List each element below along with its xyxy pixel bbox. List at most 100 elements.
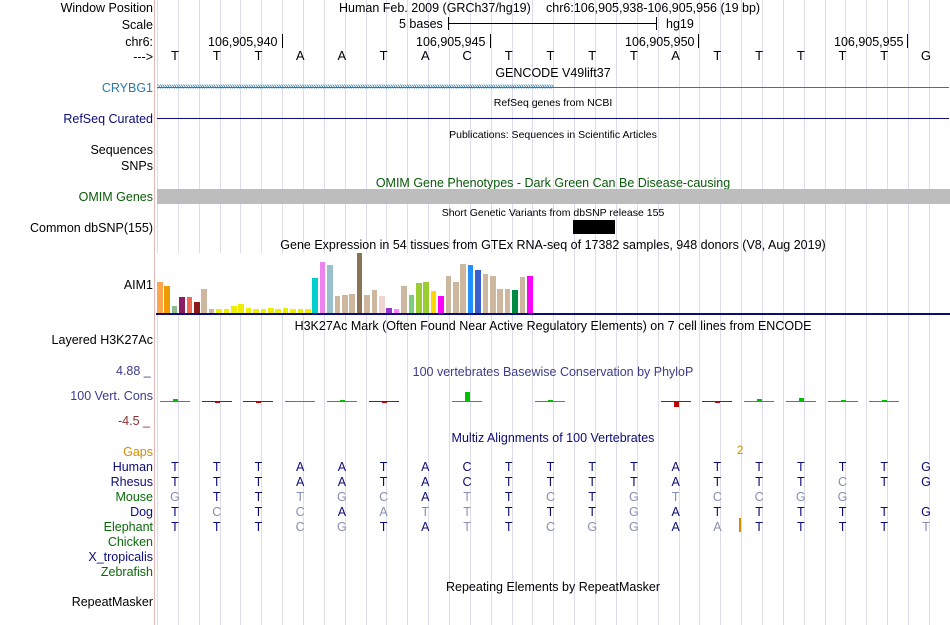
gtex-tissue-bar[interactable] [467, 265, 474, 313]
gtex-tissue-bar[interactable] [253, 309, 259, 313]
gencode-track-title[interactable]: GENCODE V49lift37 [495, 66, 611, 80]
species-label[interactable]: X_tropicalis [88, 550, 153, 564]
gtex-tissue-bar[interactable] [282, 308, 289, 313]
phylop-score-bar[interactable] [339, 400, 345, 402]
species-label[interactable]: Mouse [115, 490, 153, 504]
gtex-tissue-bar[interactable] [475, 270, 481, 313]
gtex-tissue-bar[interactable] [460, 264, 466, 313]
gtex-tissue-bar[interactable] [164, 286, 170, 313]
gtex-tissue-bar[interactable] [268, 308, 274, 313]
gtex-tissue-bar[interactable] [482, 274, 489, 313]
gtex-tissue-bar[interactable] [349, 294, 355, 313]
gtex-tissue-bar[interactable] [327, 265, 333, 313]
phylop-score-bar[interactable] [715, 401, 721, 403]
gtex-tissue-bar[interactable] [334, 296, 341, 313]
phylop-score-bar[interactable] [256, 401, 262, 403]
publications-track-title[interactable]: Publications: Sequences in Scientific Ar… [449, 129, 657, 141]
gaps-label[interactable]: Gaps [123, 445, 153, 459]
gtex-tissue-bar[interactable] [519, 277, 526, 313]
gtex-tissue-bar[interactable] [438, 296, 444, 313]
phylop-score-bar[interactable] [882, 400, 888, 402]
gtex-tissue-bar[interactable] [371, 290, 378, 313]
gtex-tissue-bar[interactable] [430, 291, 437, 313]
phylop-score-bar[interactable] [757, 399, 763, 402]
gtex-tissue-bar[interactable] [453, 282, 459, 313]
gtex-tissue-bar[interactable] [231, 306, 237, 313]
dbsnp-track-label[interactable]: Common dbSNP(155) [30, 221, 153, 235]
gtex-tissue-bar[interactable] [497, 289, 503, 313]
gtex-tissue-bar[interactable] [504, 289, 511, 313]
gencode-gene-line[interactable] [157, 87, 949, 88]
species-label[interactable]: Human [112, 460, 153, 474]
gtex-tissue-bar[interactable] [416, 283, 422, 313]
gtex-tissue-bar[interactable] [379, 296, 385, 313]
species-label[interactable]: Rhesus [110, 475, 153, 489]
phylop-score-bar[interactable] [840, 400, 846, 402]
dbsnp-track-title[interactable]: Short Genetic Variants from dbSNP releas… [441, 207, 665, 219]
gencode-gene-chevrons[interactable]: ››››››››››››››››››››››››››››››››››››››››… [157, 81, 554, 92]
species-label[interactable]: Dog [130, 505, 153, 519]
gtex-tissue-bar[interactable] [356, 253, 363, 313]
phylop-score-bar[interactable] [298, 401, 304, 402]
phylop-score-bar[interactable] [173, 399, 178, 402]
refseq-track-label[interactable]: RefSeq Curated [63, 112, 153, 126]
gtex-tissue-bar[interactable] [171, 306, 178, 313]
gtex-tissue-bar[interactable] [512, 290, 518, 313]
gtex-tissue-bar[interactable] [312, 278, 318, 313]
gtex-tissue-bar[interactable] [223, 309, 230, 313]
insertion-marker[interactable] [739, 518, 741, 532]
dbsnp-variant[interactable] [573, 220, 615, 234]
gtex-tissue-bar[interactable] [490, 276, 496, 313]
phylop-track-label[interactable]: 100 Vert. Cons [70, 389, 153, 403]
gtex-tissue-bar[interactable] [364, 295, 370, 313]
phylop-score-bar[interactable] [214, 401, 220, 403]
gtex-tissue-bar[interactable] [245, 308, 252, 313]
gtex-tissue-bar[interactable] [408, 295, 415, 313]
species-label[interactable]: Elephant [103, 520, 153, 534]
gtex-tissue-bar[interactable] [445, 276, 452, 313]
gtex-tissue-bar[interactable] [216, 309, 222, 313]
phylop-score-bar[interactable] [465, 392, 471, 402]
gtex-tissue-bar[interactable] [186, 297, 193, 313]
gtex-tissue-bar[interactable] [238, 304, 244, 313]
repeatmasker-track-title[interactable]: Repeating Elements by RepeatMasker [445, 580, 660, 594]
h3k27ac-track-label[interactable]: Layered H3K27Ac [51, 333, 153, 347]
species-label[interactable]: Zebrafish [100, 565, 153, 579]
h3k27ac-track-title[interactable]: H3K27Ac Mark (Often Found Near Active Re… [294, 319, 812, 333]
phylop-track-title[interactable]: 100 vertebrates Basewise Conservation by… [412, 365, 694, 379]
gtex-tissue-bar[interactable] [386, 308, 392, 313]
phylop-score-bar[interactable] [381, 401, 387, 403]
gtex-tissue-bar[interactable] [208, 309, 215, 313]
species-label[interactable]: Chicken [107, 535, 153, 549]
gtex-tissue-bar[interactable] [179, 297, 185, 313]
multiz-track-title[interactable]: Multiz Alignments of 100 Vertebrates [451, 431, 655, 445]
assembly-title[interactable]: Human Feb. 2009 (GRCh37/hg19) [339, 1, 531, 15]
refseq-gene-line[interactable] [157, 118, 949, 119]
snps-label[interactable]: SNPs [121, 159, 153, 173]
position-readout[interactable]: chr6:106,905,938-106,905,956 (19 bp) [546, 1, 761, 15]
sequences-track-label[interactable]: Sequences [90, 143, 153, 157]
gtex-gene-label[interactable]: AIM1 [123, 278, 153, 292]
gtex-tissue-bar[interactable] [157, 282, 163, 313]
gtex-tissue-bar[interactable] [527, 276, 533, 313]
phylop-score-bar[interactable] [673, 401, 679, 407]
gtex-tissue-bar[interactable] [290, 309, 296, 313]
phylop-score-bar[interactable] [798, 398, 804, 402]
gtex-tissue-bar[interactable] [401, 286, 407, 313]
gtex-tissue-bar[interactable] [297, 309, 304, 313]
gtex-tissue-bar[interactable] [194, 302, 200, 313]
gencode-gene-label[interactable]: CRYBG1 [101, 81, 153, 95]
omim-track-title[interactable]: OMIM Gene Phenotypes - Dark Green Can Be… [375, 176, 731, 190]
gtex-tissue-bar[interactable] [260, 309, 267, 313]
gtex-tissue-bar[interactable] [423, 282, 429, 313]
gtex-tissue-bar[interactable] [319, 262, 326, 313]
omim-track-label[interactable]: OMIM Genes [78, 190, 153, 204]
repeatmasker-track-label[interactable]: RepeatMasker [71, 595, 153, 609]
phylop-score-bar[interactable] [548, 400, 554, 402]
gtex-tissue-bar[interactable] [393, 309, 400, 313]
refseq-track-title[interactable]: RefSeq genes from NCBI [493, 97, 613, 109]
gtex-track-title[interactable]: Gene Expression in 54 tissues from GTEx … [280, 238, 826, 252]
gtex-tissue-bar[interactable] [305, 309, 311, 313]
omim-feature-bar[interactable] [157, 189, 950, 204]
gtex-tissue-bar[interactable] [201, 289, 207, 313]
